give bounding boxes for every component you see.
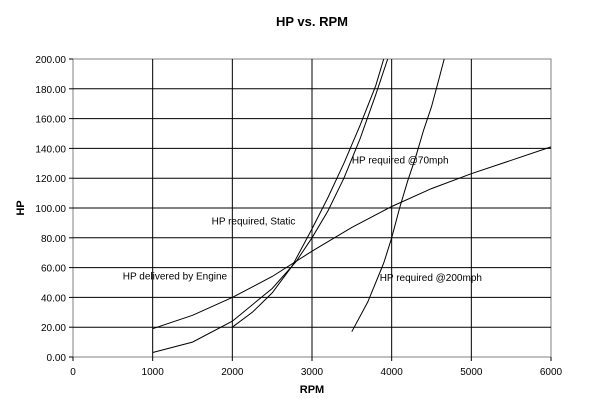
series-annotation: HP required @200mph — [380, 273, 482, 284]
y-tick-label: 60.00 — [41, 264, 66, 275]
y-tick-label: 40.00 — [41, 293, 66, 304]
annotations: HP delivered by Engine HP required, Stati… — [123, 155, 482, 284]
y-tick-label: 120.00 — [35, 174, 66, 185]
x-tick-label: 6000 — [540, 367, 563, 378]
x-tick-label: 3000 — [301, 367, 324, 378]
series-line-hp-required-70mph — [232, 58, 385, 328]
series-annotation: HP delivered by Engine — [123, 272, 228, 283]
chart-title: HP vs. RPM — [276, 14, 348, 29]
y-tick-label: 100.00 — [35, 204, 66, 215]
x-tick-label: 2000 — [221, 367, 244, 378]
x-axis-title: RPM — [300, 384, 324, 396]
y-tick-label: 200.00 — [35, 55, 66, 66]
y-tick-label: 0.00 — [47, 353, 67, 364]
y-tick-label: 20.00 — [41, 323, 66, 334]
series-line-hp-delivered-by-engine — [152, 146, 552, 330]
x-axis-ticks: 0 1000 2000 3000 4000 5000 6000 — [70, 357, 563, 378]
y-tick-label: 180.00 — [35, 85, 66, 96]
y-axis-ticks: 0.00 20.00 40.00 60.00 80.00 100.00 120.00 140.… — [35, 55, 73, 364]
series-line-hp-required-static — [152, 58, 389, 353]
y-tick-label: 80.00 — [41, 234, 66, 245]
x-tick-label: 0 — [70, 367, 76, 378]
y-axis-title: HP — [15, 200, 27, 215]
y-tick-label: 160.00 — [35, 115, 66, 126]
x-tick-label: 5000 — [460, 367, 483, 378]
y-tick-label: 140.00 — [35, 144, 66, 155]
series-lines — [152, 58, 552, 353]
x-tick-label: 1000 — [142, 367, 165, 378]
series-annotation: HP required @70mph — [352, 155, 449, 166]
series-line-hp-required-200mph — [351, 58, 445, 332]
x-tick-label: 4000 — [381, 367, 404, 378]
series-annotation: HP required, Static — [212, 216, 296, 227]
